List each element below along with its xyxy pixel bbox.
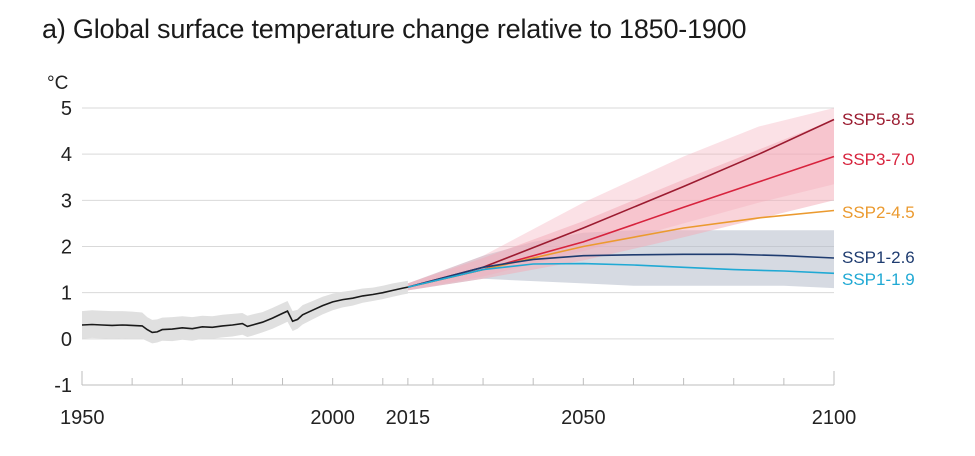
x-tick-label: 2000: [310, 407, 355, 429]
y-tick-label: 0: [61, 329, 72, 351]
ssp5-8.5-band: [407, 108, 834, 291]
y-tick-label: 4: [61, 144, 72, 166]
series-label-ssp5-8.5: SSP5-8.5: [842, 110, 915, 129]
historical-line: [81, 286, 409, 334]
x-tick-label: 2100: [812, 407, 857, 429]
series-label-ssp2-4.5: SSP2-4.5: [842, 203, 915, 222]
chart-title: a) Global surface temperature change rel…: [42, 14, 747, 44]
x-tick-label: 2050: [561, 407, 606, 429]
series-labels: SSP5-8.5 SSP3-7.0 SSP2-4.5 SSP1-2.6 SSP1-1.9: [842, 110, 915, 289]
y-tick-label: 5: [61, 98, 72, 120]
y-tick-label: 3: [61, 190, 72, 212]
series-label-ssp1-1.9: SSP1-1.9: [842, 270, 915, 289]
series-label-ssp1-2.6: SSP1-2.6: [842, 248, 915, 267]
grid-lines: [82, 107, 834, 340]
y-unit-label: °C: [47, 73, 68, 94]
uncertainty-bands: [82, 108, 834, 344]
series-label-ssp3-7.0: SSP3-7.0: [842, 150, 915, 169]
series-line-ssp1-1.9: [407, 262, 835, 288]
historical-band: [82, 280, 408, 344]
y-tick-label: -1: [54, 375, 72, 397]
ssp1-2.6-band: [407, 230, 834, 291]
y-tick-label: 1: [61, 283, 72, 305]
ssp3-7.0-band: [407, 119, 834, 291]
y-tick-label: 2: [61, 237, 72, 259]
axes: 5 4 3 2 1 0 -1 °C 1950 2000 2015 2050 2100: [47, 73, 856, 429]
x-tick-label: 2015: [386, 407, 431, 429]
x-tick-label: 1950: [60, 407, 105, 429]
series-line-ssp1-2.6: [407, 253, 835, 288]
series-lines: [81, 118, 835, 334]
